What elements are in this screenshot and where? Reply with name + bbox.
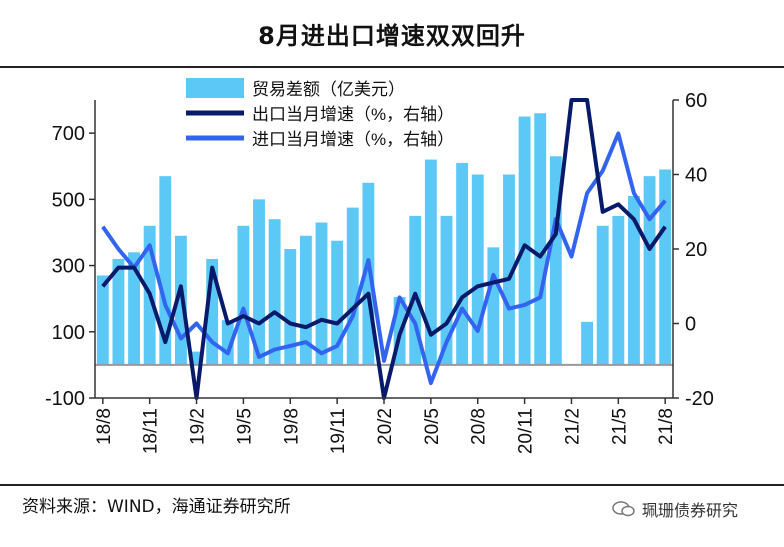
trade-bar — [596, 225, 609, 365]
trade-bar — [612, 215, 625, 365]
right-tick-label: 0 — [685, 314, 696, 336]
trade-bar — [503, 174, 515, 365]
x-tick-label: 19/11 — [328, 408, 349, 454]
trade-bar — [299, 235, 312, 365]
trade-bar — [268, 219, 281, 365]
x-tick-label: 19/2 — [188, 408, 209, 445]
x-tick-label: 21/2 — [562, 408, 583, 445]
legend-swatch-trade — [186, 78, 244, 98]
title-divider — [0, 66, 784, 68]
trade-bar — [128, 252, 140, 365]
trade-bar — [581, 321, 594, 365]
trade-bar — [315, 222, 328, 365]
x-tick-label: 21/8 — [656, 408, 677, 445]
legend-label-trade: 贸易差额（亿美元） — [252, 80, 405, 99]
trade-bar — [253, 199, 265, 365]
trade-bar — [159, 176, 172, 365]
legend: 贸易差额（亿美元） 出口当月增速（%，右轴） 进口当月增速（%，右轴） — [186, 78, 454, 149]
trade-bar — [237, 225, 250, 365]
left-tick-label: 700 — [52, 123, 85, 145]
left-axis-ticks: -100 100 300 500 700 — [45, 123, 95, 410]
trade-bar — [659, 169, 672, 365]
watermark-text: 珮珊债券研究 — [642, 501, 739, 520]
trade-bar — [471, 174, 484, 365]
x-axis-ticks: 18/8 18/11 19/2 19/5 19/8 19/11 20/2 20/5 20/8 20… — [94, 398, 677, 454]
trade-bar — [487, 247, 500, 365]
legend-label-export: 出口当月增速（%，右轴） — [252, 105, 454, 124]
trade-bar — [456, 162, 469, 365]
trade-bar — [221, 320, 234, 365]
trade-bar — [331, 240, 344, 365]
trade-bar — [643, 176, 656, 365]
trade-bar — [628, 196, 640, 365]
x-tick-label: 19/8 — [281, 408, 302, 445]
trade-bar — [362, 182, 375, 365]
right-axis-ticks: -20 0 20 40 60 — [673, 90, 714, 410]
x-tick-label: 20/11 — [516, 408, 537, 454]
trade-bar — [440, 215, 453, 365]
x-tick-label: 20/2 — [375, 408, 396, 445]
right-tick-label: 60 — [685, 90, 707, 112]
trade-bar — [206, 258, 219, 365]
trade-bar — [549, 156, 562, 365]
import-growth-line — [101, 131, 667, 386]
chart-plot: -100 100 300 500 700 -20 0 20 40 60 18/8 18/11 19/… — [44, 78, 714, 455]
left-tick-label: 500 — [52, 189, 85, 211]
right-tick-label: -20 — [685, 388, 714, 410]
trade-bar — [96, 275, 109, 365]
legend-label-import: 进口当月增速（%，右轴） — [252, 130, 454, 149]
left-tick-label: 100 — [52, 322, 85, 344]
source-note: 资料来源：WIND，海通证券研究所 — [22, 497, 291, 517]
trade-bar — [112, 258, 125, 365]
left-tick-label: -100 — [45, 388, 85, 410]
left-tick-label: 300 — [52, 256, 85, 278]
trade-bar — [518, 116, 531, 365]
trade-bar — [424, 159, 437, 365]
wechat-icon — [612, 501, 635, 517]
trade-bar — [190, 351, 203, 365]
x-tick-label: 21/5 — [609, 408, 630, 445]
trade-bar — [284, 249, 297, 365]
right-tick-label: 40 — [685, 165, 707, 187]
chart-title: 8月进出口增速双双回升 — [258, 21, 526, 50]
trade-bar — [346, 207, 359, 365]
trade-bar — [409, 215, 422, 365]
x-tick-label: 20/8 — [469, 408, 490, 445]
source-divider — [0, 484, 784, 486]
trade-bar — [534, 113, 547, 365]
watermark: 珮珊债券研究 — [612, 497, 738, 521]
x-tick-label: 19/5 — [234, 408, 255, 445]
x-tick-label: 18/8 — [94, 408, 115, 445]
right-tick-label: 20 — [685, 239, 707, 261]
x-tick-label: 18/11 — [141, 408, 162, 454]
x-tick-label: 20/5 — [422, 408, 443, 445]
